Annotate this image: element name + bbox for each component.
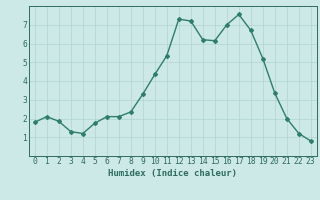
X-axis label: Humidex (Indice chaleur): Humidex (Indice chaleur): [108, 169, 237, 178]
